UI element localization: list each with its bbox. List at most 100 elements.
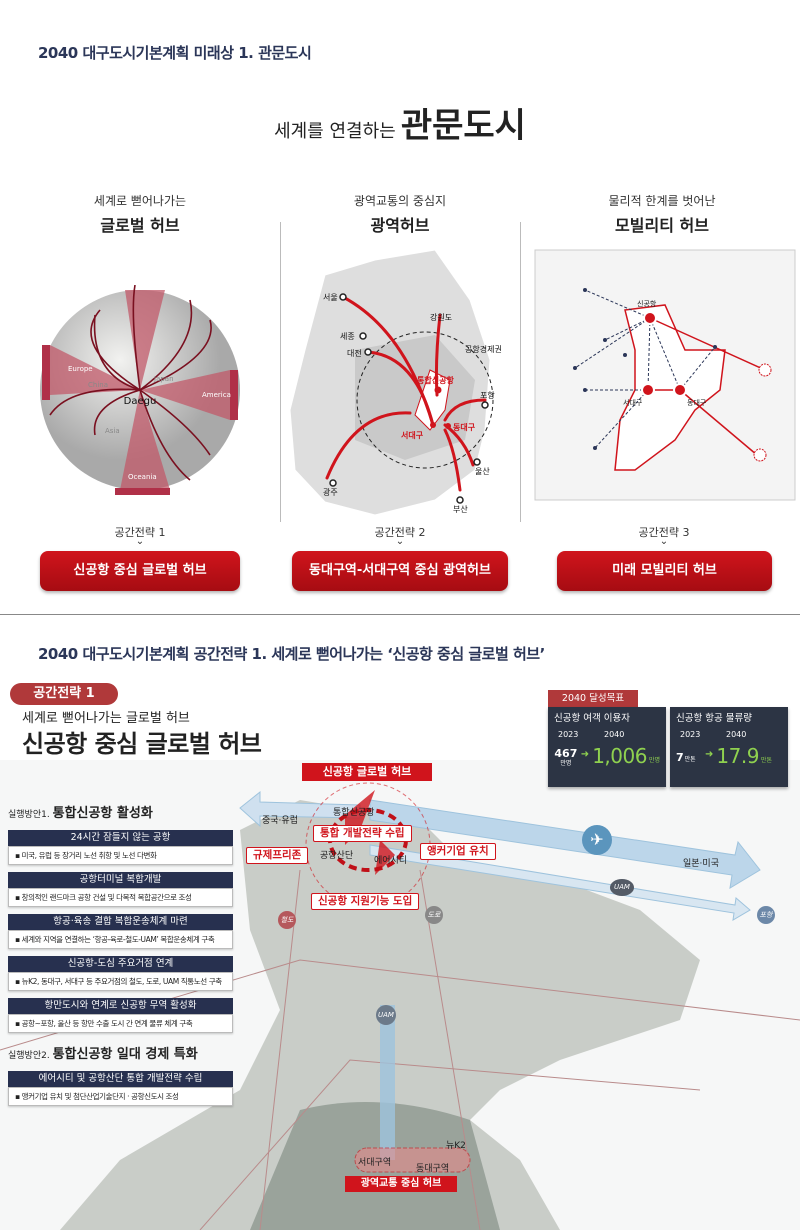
col1-title: 글로벌 허브 <box>100 216 180 235</box>
map-label-dongdaegu: 동대구 <box>453 422 476 432</box>
globe-label-europe: Europe <box>68 365 93 373</box>
bottom-subtitle: 세계로 뻗어나가는 글로벌 허브 <box>22 711 190 726</box>
plan-item-header: 공항터미널 복합개발 <box>8 872 233 888</box>
plan-item-header: 에어시티 및 공항산단 통합 개발전략 수립 <box>8 1071 233 1087</box>
globe-label-china: China <box>88 381 108 389</box>
rail-marker: 철도 <box>278 911 296 929</box>
goal-card-passengers: 신공항 여객 이용자 2023 2040 467 만명 ➜ 1,006 만명 <box>548 707 666 787</box>
plan-item-header: 신공항-도심 주요거점 연계 <box>8 956 233 972</box>
strategy-badge: 공간전략 1 <box>10 683 118 705</box>
map-label-anchor: 앵커기업 유치 <box>420 843 496 860</box>
col1-subtitle: 세계로 뻗어나가는 <box>93 194 187 208</box>
plan-item-header: 항만도시와 연계로 신공항 무역 활성화 <box>8 998 233 1014</box>
map-label-japan-us: 일본·미국 <box>683 859 719 869</box>
road-marker: 도로 <box>425 906 443 924</box>
map-label-aircity: 에어시티 <box>374 856 408 866</box>
map-label-airport: 통합신공항 <box>417 375 454 385</box>
goal-year-to: 2040 <box>726 730 747 739</box>
headline-prefix: 세계를 연결하는 <box>274 121 396 142</box>
plan-title: 통합신공항 활성화 <box>52 806 153 821</box>
globe-label-daegu: Daegu <box>124 396 157 407</box>
strategy-label-3: 공간전략 3 <box>638 526 690 539</box>
map-label-sejong: 세종 <box>340 332 355 341</box>
map-label-airport-zone: 공항경제권 <box>465 344 502 354</box>
uam-marker: UAM <box>610 879 634 896</box>
col2-subtitle: 광역교통의 중심지 <box>353 194 447 208</box>
goal-from-unit: 만톤 <box>684 756 696 763</box>
headline: 세계를 연결하는 관문도시 <box>0 98 800 147</box>
strategy-3-button[interactable]: 미래 모빌리티 허브 <box>557 551 772 591</box>
chevron-down-icon: ⌄ <box>395 536 405 547</box>
arrow-right-icon: ➜ <box>705 749 714 760</box>
goal-from-unit: 만명 <box>560 760 572 767</box>
goal-to-value: 1,006 <box>592 744 647 768</box>
plan-item-header: 항공·육송 결합 복합운송체계 마련 <box>8 914 233 930</box>
goal-from-value: 467 <box>554 747 578 760</box>
plan-item-text: ▪ 뉴K2, 동대구, 서대구 등 주요거점의 철도, 도로, UAM 직통노선… <box>8 972 233 991</box>
globe-illustration: Daegu Europe America Oceania China Japan… <box>40 285 240 495</box>
plan-1-heading: 실행방안1. 통합신공항 활성화 <box>8 806 233 823</box>
map-label-seodaegu-station: 서대구역 <box>358 1158 392 1168</box>
top-section-title: 2040 대구도시기본계획 미래상 1. 관문도시 <box>38 44 312 62</box>
plan-item-text: ▪ 미국, 유럽 등 장거리 노선 취항 및 노선 다변화 <box>8 846 233 865</box>
column-divider <box>280 222 281 522</box>
map-label-busan: 부산 <box>453 504 468 514</box>
map-label-pohang: 포항 <box>480 391 495 400</box>
chevron-down-icon: ⌄ <box>135 536 145 547</box>
map-label-ulsan: 울산 <box>475 466 490 476</box>
col3-subtitle: 물리적 한계를 벗어난 <box>608 194 716 208</box>
bottom-section-title: 2040 대구도시기본계획 공간전략 1. 세계로 뻗어나가는 ‘신공항 중심 … <box>38 645 545 663</box>
globe-label-japan: Japan <box>153 375 174 383</box>
map-transit-hub-label: 광역교통 중심 허브 <box>345 1176 457 1192</box>
strategy-label-1: 공간전략 1 <box>114 526 166 539</box>
globe-label-america: America <box>202 391 231 399</box>
map-label-airport: 통합신공항 <box>333 808 375 818</box>
plan-item-header: 24시간 잠들지 않는 공항 <box>8 830 233 846</box>
section-divider <box>0 614 800 615</box>
plan-prefix: 실행방안2. <box>8 1051 50 1061</box>
headline-main: 관문도시 <box>400 106 526 146</box>
uam-marker: UAM <box>376 1005 396 1025</box>
col3-title: 모빌리티 허브 <box>615 216 709 235</box>
bottom-title: 신공항 중심 글로벌 허브 <box>22 730 262 758</box>
goal-title: 신공항 항공 물류량 <box>676 713 752 724</box>
korea-regional-map: 서울 강원도 세종 대전 공항경제권 포항 울산 부산 광주 통합신공항 서대구… <box>289 249 502 516</box>
map3-label-airport: 신공항 <box>637 299 657 308</box>
map-label-gwangju: 광주 <box>323 487 338 497</box>
plan-item-text: ▪ 창의적인 랜드마크 공항 건설 및 다목적 복합공간으로 조성 <box>8 888 233 907</box>
plan-item-text: ▪ 앵커기업 유치 및 첨단산업기술단지 · 공항신도시 조성 <box>8 1087 233 1106</box>
map-label-industrial: 공항산단 <box>320 851 354 861</box>
strategy-1-button[interactable]: 신공항 중심 글로벌 허브 <box>40 551 240 591</box>
chevron-down-icon: ⌄ <box>659 536 669 547</box>
action-plans: 실행방안1. 통합신공항 활성화 24시간 잠들지 않는 공항 ▪ 미국, 유럽… <box>8 806 233 1106</box>
goal-to-value: 17.9 <box>716 744 759 768</box>
strategy-2-button[interactable]: 동대구역-서대구역 중심 광역허브 <box>292 551 508 591</box>
airplane-icon: ✈ <box>582 825 612 855</box>
goal-year-to: 2040 <box>604 730 625 739</box>
goal-badge: 2040 달성목표 <box>548 690 638 707</box>
col2-title: 광역허브 <box>370 216 430 235</box>
mobility-map: 신공항 서대구 동대구 <box>534 249 796 501</box>
pohang-marker: 포항 <box>757 906 775 924</box>
plan-item-text: ▪ 공항~포항, 울산 등 항만 수출 도시 간 연계 물류 체계 구축 <box>8 1014 233 1033</box>
goal-year-from: 2023 <box>558 730 579 739</box>
map3-label-dongdaegu: 동대구 <box>687 399 707 407</box>
goal-title: 신공항 여객 이용자 <box>554 713 630 724</box>
map-label-seodaegu: 서대구 <box>401 430 424 440</box>
globe-label-oceania: Oceania <box>128 473 157 481</box>
map-hub-label: 신공항 글로벌 허브 <box>302 763 432 781</box>
map-label-china-europe: 중국·유럽 <box>262 816 298 826</box>
map-label-seoul: 서울 <box>323 293 338 302</box>
column-divider <box>520 222 521 522</box>
arrow-right-icon: ➜ <box>580 749 590 760</box>
map-label-regulation-free: 규제프리존 <box>246 847 309 864</box>
plan-item-text: ▪ 세계와 지역을 연결하는 ‘항공-육로-철도-UAM’ 복합운송체계 구축 <box>8 930 233 949</box>
map-label-daejeon: 대전 <box>347 348 362 358</box>
map-label-dongdaegu-station: 동대구역 <box>416 1164 450 1174</box>
strategy-label-2: 공간전략 2 <box>374 526 426 539</box>
plan-2-heading: 실행방안2. 통합신공항 일대 경제 특화 <box>8 1047 233 1064</box>
goal-from-value: 7 <box>676 751 684 764</box>
map-label-support: 신공항 지원기능 도입 <box>311 893 420 910</box>
plan-title: 통합신공항 일대 경제 특화 <box>52 1047 198 1062</box>
goal-to-unit: 만톤 <box>760 757 772 764</box>
